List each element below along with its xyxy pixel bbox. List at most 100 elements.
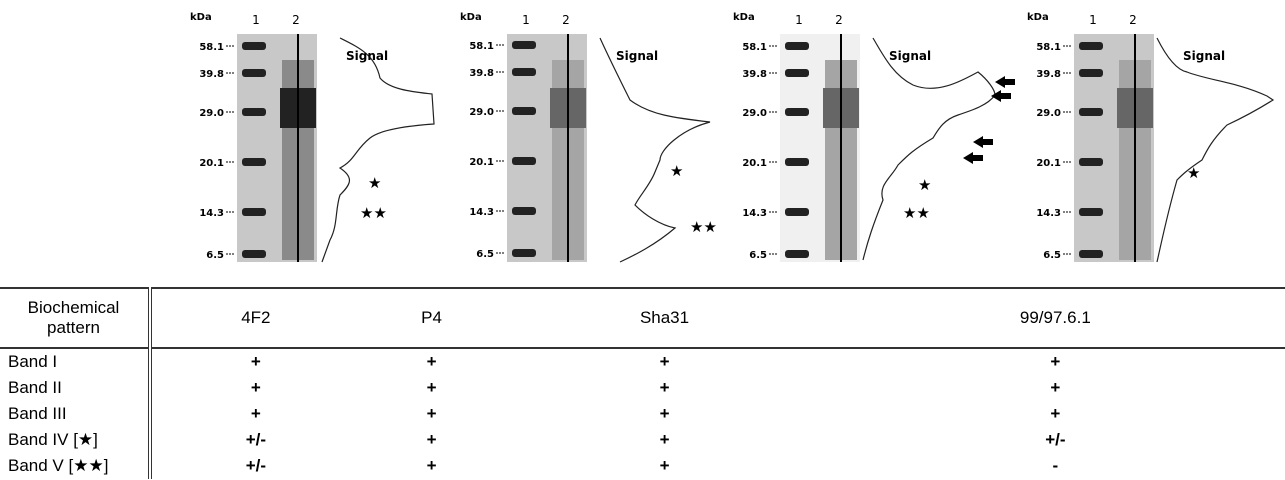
- ladder-band: [242, 69, 266, 77]
- marker-label: 58.1: [1036, 42, 1061, 53]
- band-star: ★: [1187, 164, 1200, 182]
- marker-label: 29.0: [469, 107, 494, 118]
- marker-label: 14.3: [199, 208, 224, 219]
- marker-label: 20.1: [469, 157, 494, 168]
- arrow: [973, 136, 993, 148]
- table-cell: +: [426, 352, 437, 371]
- table-row: Band III + + + +: [0, 401, 1285, 427]
- table-row: Band II + + + +: [0, 375, 1285, 401]
- table-cell: Band V [★★]: [0, 453, 152, 479]
- ladder-band: [1079, 42, 1103, 50]
- marker-label: 14.3: [469, 207, 494, 218]
- header-cell: 99/97.6.1: [825, 287, 1285, 349]
- table-cell: +: [426, 404, 437, 423]
- lane-label: 2: [292, 13, 300, 27]
- marker-label: 20.1: [199, 158, 224, 169]
- table-cell: +: [250, 352, 261, 371]
- lane-label: 2: [1129, 13, 1137, 27]
- ladder-band: [1079, 158, 1103, 166]
- ladder-band: [512, 207, 536, 215]
- table-cell: +: [426, 430, 437, 449]
- table-cell: +: [250, 404, 261, 423]
- marker-label: 39.8: [199, 69, 224, 80]
- arrow: [995, 76, 1015, 88]
- blot-panel: kDa 1 2 58.1 39.8 29.0 20.1 14.3 6.5 Signal ★: [1027, 12, 1275, 263]
- ladder-band: [512, 41, 536, 49]
- band-star: ★: [670, 162, 683, 180]
- kda-label: kDa: [733, 12, 755, 23]
- table-cell: +: [426, 378, 437, 397]
- table-cell: +: [659, 430, 670, 449]
- ladder-band: [242, 158, 266, 166]
- marker-label: 6.5: [476, 249, 494, 260]
- marker-label: 39.8: [742, 69, 767, 80]
- ladder-band: [1079, 108, 1103, 116]
- ladder-band: [512, 157, 536, 165]
- band-star: ★★: [360, 204, 387, 222]
- table-cell: Band III: [0, 401, 152, 427]
- table-cell: +/-: [245, 456, 267, 475]
- marker-label: 14.3: [742, 208, 767, 219]
- table-cell: +/-: [1045, 430, 1066, 449]
- header-row: Biochemical pattern 4F2 P4 Sha31 99/97.6.1: [0, 287, 1285, 349]
- ladder-band: [242, 108, 266, 116]
- table-cell: -: [1052, 456, 1059, 475]
- marker-label: 20.1: [1036, 158, 1061, 169]
- marker-label: 29.0: [199, 108, 224, 119]
- marker-label: 39.8: [1036, 69, 1061, 80]
- signal-label: Signal: [616, 49, 658, 63]
- header-cell: 4F2: [150, 287, 360, 349]
- lane-label: 2: [562, 13, 570, 27]
- marker-label: 6.5: [749, 250, 767, 261]
- table-cell: +: [1050, 404, 1061, 423]
- band-star: ★: [918, 176, 931, 194]
- table-row: Band IV [★] +/- + + +/-: [0, 427, 1285, 453]
- marker-label: 14.3: [1036, 208, 1061, 219]
- lane-label: 1: [522, 13, 530, 27]
- table-cell: +: [659, 404, 670, 423]
- ladder-band: [242, 208, 266, 216]
- marker-label: 58.1: [199, 42, 224, 53]
- ladder-band: [785, 158, 809, 166]
- signal-label: Signal: [1183, 49, 1225, 63]
- kda-label: kDa: [1027, 12, 1049, 23]
- lane-label: 1: [252, 13, 260, 27]
- arrow: [991, 90, 1011, 102]
- table-cell: +/-: [245, 430, 267, 449]
- pattern-table: Biochemical pattern 4F2 P4 Sha31 99/97.6.1 Ba…: [0, 287, 1285, 479]
- table-cell: Band I: [0, 348, 152, 375]
- marker-label: 39.8: [469, 68, 494, 79]
- table-cell: Band IV [★]: [0, 427, 152, 453]
- marker-label: 58.1: [742, 42, 767, 53]
- band-star: ★: [368, 174, 381, 192]
- ladder-band: [512, 68, 536, 76]
- kda-label: kDa: [190, 12, 212, 23]
- kda-label: kDa: [460, 12, 482, 23]
- lane-label: 1: [795, 13, 803, 27]
- header-cell: P4: [359, 287, 504, 349]
- marker-label: 29.0: [1036, 108, 1061, 119]
- ladder-band: [785, 250, 809, 258]
- lane-label: 1: [1089, 13, 1097, 27]
- table-cell: +: [659, 456, 670, 475]
- header-cell: Biochemical pattern: [0, 287, 152, 349]
- signal-trace: [321, 37, 435, 263]
- ladder-band: [785, 208, 809, 216]
- table-cell: +: [1050, 352, 1061, 371]
- signal-trace: [599, 37, 711, 263]
- ladder-band: [785, 69, 809, 77]
- band-star: ★★: [903, 204, 930, 222]
- marker-label: 6.5: [1043, 250, 1061, 261]
- signal-trace: [862, 37, 996, 261]
- signal-label: Signal: [889, 49, 931, 63]
- ladder-band: [512, 107, 536, 115]
- ladder-band: [1079, 69, 1103, 77]
- ladder-band: [785, 42, 809, 50]
- table-cell: +: [250, 378, 261, 397]
- band-star: ★★: [690, 218, 717, 236]
- ladder-band: [785, 108, 809, 116]
- signal-label: Signal: [346, 49, 388, 63]
